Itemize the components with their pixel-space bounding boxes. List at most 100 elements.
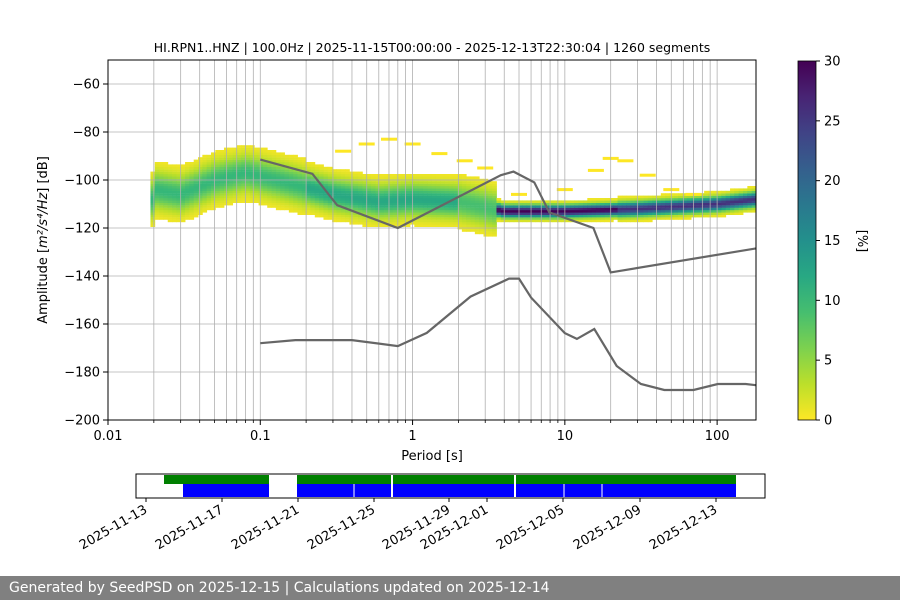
density-cell bbox=[280, 152, 285, 155]
density-cell bbox=[362, 174, 368, 177]
density-cell bbox=[202, 169, 208, 172]
density-cell bbox=[345, 171, 350, 175]
density-cell bbox=[608, 210, 614, 213]
density-cell bbox=[725, 210, 731, 213]
density-cell bbox=[582, 200, 588, 203]
density-cell bbox=[673, 212, 679, 215]
density-cell bbox=[725, 212, 731, 215]
density-cell bbox=[275, 181, 281, 184]
density-cell bbox=[678, 200, 683, 203]
density-cell bbox=[249, 145, 255, 148]
density-cell bbox=[371, 181, 376, 184]
density-cell bbox=[375, 210, 381, 213]
density-cell bbox=[686, 198, 692, 201]
density-cell bbox=[695, 195, 701, 199]
density-cell bbox=[206, 205, 212, 208]
density-cell bbox=[371, 200, 376, 203]
density-cell bbox=[271, 181, 277, 184]
density-cell bbox=[613, 202, 618, 206]
density-cell bbox=[280, 181, 285, 184]
density-cell bbox=[241, 162, 247, 165]
density-cell bbox=[189, 188, 195, 191]
density-cell bbox=[189, 212, 195, 215]
density-cell bbox=[228, 186, 234, 189]
density-cell bbox=[730, 212, 735, 215]
density-cell bbox=[396, 186, 402, 189]
density-cell bbox=[548, 214, 554, 218]
density-cell bbox=[241, 166, 247, 170]
density-cell bbox=[678, 195, 683, 199]
density-cell bbox=[375, 200, 381, 203]
density-cell bbox=[388, 219, 394, 223]
x-axis-label: Period [s] bbox=[401, 449, 463, 464]
density-cell bbox=[297, 183, 303, 187]
density-cell bbox=[630, 219, 636, 223]
density-cell bbox=[656, 217, 662, 220]
density-cell bbox=[271, 193, 277, 196]
density-cell bbox=[431, 183, 437, 187]
density-cell bbox=[535, 217, 541, 220]
density-cell bbox=[198, 193, 203, 196]
density-cell bbox=[500, 219, 506, 223]
density-cell bbox=[297, 200, 303, 203]
density-cell bbox=[189, 217, 195, 220]
density-cell bbox=[228, 159, 234, 163]
timeline-tick-label: 2025-11-17 bbox=[153, 502, 226, 553]
density-cell bbox=[176, 212, 182, 215]
density-cell bbox=[150, 174, 156, 177]
density-cell bbox=[206, 166, 212, 170]
density-cell bbox=[470, 186, 476, 189]
density-cell bbox=[306, 188, 311, 191]
density-cell bbox=[453, 214, 458, 218]
density-cell bbox=[262, 150, 268, 153]
density-cell bbox=[418, 217, 424, 220]
density-cell bbox=[418, 219, 424, 223]
density-cell bbox=[513, 212, 519, 215]
density-cell bbox=[626, 214, 631, 218]
density-cell bbox=[353, 193, 359, 196]
density-cell bbox=[288, 200, 294, 203]
density-cell bbox=[159, 188, 164, 191]
density-cell bbox=[249, 162, 255, 165]
density-cell bbox=[345, 210, 350, 213]
density-cell bbox=[431, 174, 437, 177]
density-cell bbox=[185, 195, 190, 199]
density-cell bbox=[427, 205, 432, 208]
density-cell bbox=[492, 188, 497, 191]
density-cell bbox=[150, 195, 156, 199]
density-cell bbox=[474, 181, 480, 184]
density-cell bbox=[332, 193, 337, 196]
density-cell bbox=[262, 198, 268, 201]
density-cell bbox=[613, 210, 618, 213]
density-cell bbox=[340, 212, 346, 215]
density-cell bbox=[176, 214, 182, 218]
density-cell bbox=[704, 198, 709, 201]
density-cell bbox=[457, 205, 463, 208]
density-cell bbox=[293, 193, 298, 196]
density-cell bbox=[332, 174, 337, 177]
density-cell bbox=[323, 186, 329, 189]
density-cell bbox=[418, 181, 424, 184]
density-cell bbox=[262, 154, 268, 158]
density-cell bbox=[448, 176, 454, 179]
density-cell bbox=[466, 224, 471, 227]
density-cell bbox=[461, 229, 467, 232]
density-cell bbox=[206, 186, 212, 189]
density-cell bbox=[232, 162, 238, 165]
density-cell bbox=[743, 210, 748, 213]
density-cell bbox=[310, 181, 316, 184]
density-cell bbox=[185, 174, 190, 177]
density-cell bbox=[600, 210, 606, 213]
density-cell bbox=[275, 166, 281, 170]
density-cell bbox=[249, 152, 255, 155]
density-cell bbox=[275, 198, 281, 201]
density-cell bbox=[435, 193, 441, 196]
density-cell bbox=[202, 186, 208, 189]
density-cell bbox=[301, 198, 307, 201]
density-cell bbox=[185, 181, 190, 184]
density-cell bbox=[293, 157, 298, 160]
density-cell bbox=[548, 217, 554, 220]
density-cell bbox=[293, 164, 298, 167]
density-cell bbox=[704, 202, 709, 206]
density-cell bbox=[422, 200, 428, 203]
